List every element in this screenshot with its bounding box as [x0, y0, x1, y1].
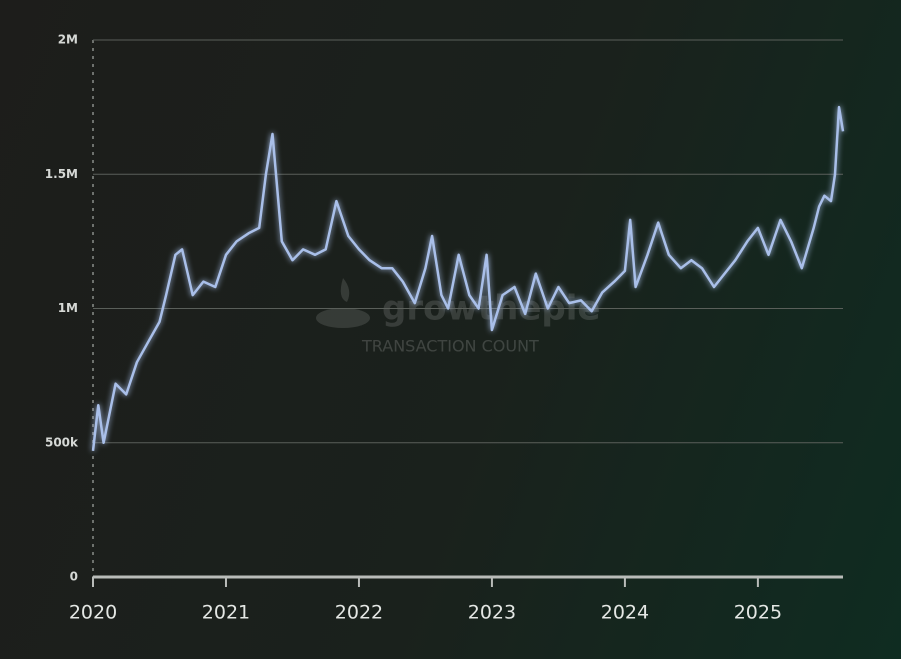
watermark-label: TRANSACTION COUNT	[361, 337, 539, 356]
x-tick-label: 2023	[468, 602, 516, 624]
x-tick-label: 2022	[335, 602, 383, 624]
watermark-logo	[316, 308, 370, 328]
x-tick-label: 2021	[202, 602, 250, 624]
y-tick-label: 0	[70, 570, 78, 584]
series-line	[91, 105, 845, 451]
y-tick-label: 500k	[45, 435, 79, 449]
y-tick-label: 2M	[58, 33, 78, 47]
x-tick-label: 2020	[69, 602, 117, 624]
x-tick-label: 2024	[601, 602, 649, 624]
y-tick-label: 1M	[58, 301, 78, 315]
y-tick-label: 1.5M	[45, 167, 78, 181]
watermark-logo	[340, 278, 350, 302]
x-tick-label: 2025	[734, 602, 782, 624]
